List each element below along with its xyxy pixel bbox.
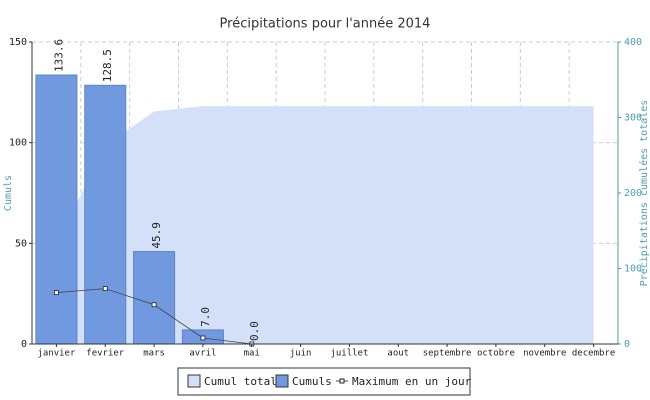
x-tick-label: mai — [244, 349, 260, 359]
x-tick-label: mars — [143, 349, 165, 359]
legend-label: Cumul total — [204, 375, 277, 388]
bar — [84, 84, 127, 345]
y-tick-label: 50 — [15, 238, 27, 249]
legend-swatch — [275, 374, 289, 388]
y2-tick-label: 100 — [624, 264, 642, 275]
line-marker — [200, 335, 206, 341]
x-tick-label: novembre — [523, 349, 566, 359]
x-tick-label: juin — [290, 349, 312, 359]
data-label: 7.0 — [199, 307, 212, 327]
x-tick-label: juillet — [330, 349, 368, 359]
line-marker — [102, 286, 108, 292]
bar — [35, 74, 78, 345]
x-tick-label: octobre — [477, 349, 515, 359]
bar — [133, 251, 176, 345]
legend-swatch-marker — [339, 378, 345, 384]
legend-box — [177, 367, 471, 396]
x-tick-label: fevrier — [86, 349, 125, 359]
y-tick-label: 100 — [9, 138, 27, 149]
x-tick-label: decembre — [572, 349, 615, 359]
y2-tick-label: 300 — [624, 113, 642, 124]
data-label: 45.9 — [150, 222, 163, 249]
line-marker — [54, 290, 59, 296]
y2-tick-label: 0 — [624, 339, 630, 350]
area — [56, 106, 594, 344]
y2-axis-label: Précipitations cumulées totales — [638, 100, 650, 287]
legend-swatch — [187, 374, 201, 388]
data-label: 133.6 — [52, 39, 65, 72]
chart-title: Précipitations pour l'année 2014 — [220, 17, 431, 32]
y-axis-label: Cumuls — [3, 175, 14, 211]
legend-label: Maximum en un jour — [352, 375, 472, 388]
data-label: 128.5 — [101, 49, 114, 82]
x-tick-label: aout — [387, 349, 409, 359]
x-tick-label: septembre — [423, 349, 472, 359]
legend: Cumul total Cumuls Maximum en un jour — [177, 367, 472, 396]
legend-label: Cumuls — [292, 375, 332, 388]
y2-tick-label: 400 — [624, 37, 642, 48]
x-tick-label: janvier — [37, 349, 76, 359]
data-label: 0.0 — [248, 321, 261, 341]
line-marker — [151, 302, 157, 308]
y-tick-label: 0 — [21, 339, 27, 350]
x-tick-label: avril — [189, 349, 216, 359]
y2-tick-label: 200 — [624, 188, 642, 199]
y-tick-label: 150 — [9, 37, 27, 48]
